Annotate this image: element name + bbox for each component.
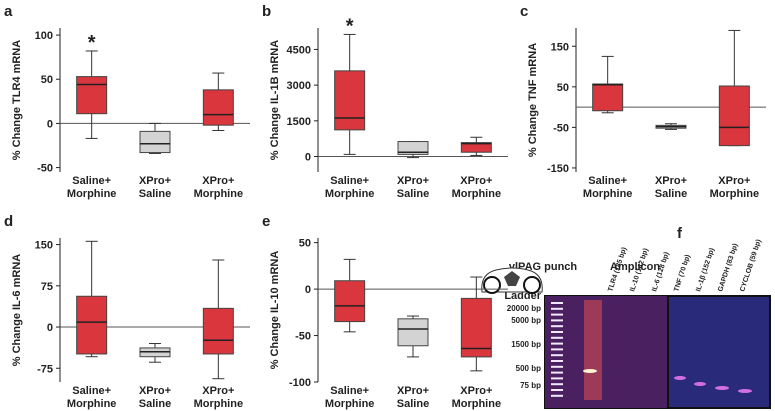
y-tick-label: 150 — [35, 240, 53, 252]
ladder-band — [551, 319, 563, 322]
ladder-band — [551, 342, 563, 345]
box — [202, 307, 234, 355]
ladder-band — [551, 348, 563, 351]
y-tick-label: 4500 — [287, 44, 311, 56]
box — [460, 142, 492, 153]
bp-label: 20000 bp — [507, 304, 541, 313]
x-tick-label: XPro+ Morphine — [194, 385, 244, 410]
box — [460, 297, 492, 358]
amplicon-label: Amplicon — [610, 261, 660, 273]
y-axis-label: % Change IL-6 mRNA — [11, 254, 23, 367]
panel-letter: a — [4, 3, 13, 20]
lane-label: IL-1β (152 bp) — [695, 247, 716, 292]
y-tick-label: -50 — [295, 331, 311, 343]
y-tick-label: -75 — [37, 363, 53, 375]
significance: * — [346, 15, 354, 37]
box — [202, 89, 234, 126]
box — [76, 295, 108, 355]
significance: * — [88, 32, 96, 54]
x-tick-label: XPro+ Saline — [397, 175, 429, 200]
ladder-band — [551, 360, 563, 362]
ladder-band — [551, 331, 563, 333]
y-axis-label: % Change IL-10 mRNA — [269, 251, 281, 370]
y-tick-label: 75 — [41, 281, 53, 293]
ladder-band — [551, 302, 563, 304]
panel-letter: d — [4, 213, 13, 230]
y-tick-label: 50 — [299, 238, 311, 250]
y-tick-label: 0 — [305, 284, 311, 296]
box — [76, 76, 108, 115]
box — [397, 141, 429, 155]
x-tick-label: Saline+ Morphine — [67, 175, 117, 200]
y-tick-label: 0 — [305, 152, 311, 164]
box — [334, 70, 366, 131]
x-tick-label: Saline+ Morphine — [67, 385, 117, 410]
lane-label: GAPDH (83 bp) — [717, 243, 739, 293]
y-axis-label: % Change TLR4 mRNA — [11, 40, 23, 160]
box — [139, 130, 171, 154]
x-tick-label: XPro+ Morphine — [452, 175, 502, 200]
y-axis-label: % Change TNF mRNA — [527, 43, 539, 157]
ladder-band — [551, 383, 563, 386]
x-tick-label: XPro+ Saline — [139, 175, 171, 200]
ladder-band — [551, 365, 563, 368]
ladder-bands — [551, 302, 563, 397]
y-tick-label: 50 — [557, 82, 569, 94]
panel-letter: f — [677, 225, 683, 242]
box — [592, 83, 624, 112]
ladder-band — [551, 371, 563, 374]
ladder-band — [551, 354, 563, 357]
bp-label: 5000 bp — [511, 316, 541, 325]
y-axis-label: % Change IL-1B mRNA — [269, 40, 281, 160]
y-tick-label: 50 — [41, 74, 53, 86]
x-tick-label: Saline+ Morphine — [325, 385, 375, 410]
ladder-band — [551, 336, 563, 339]
box — [718, 85, 750, 147]
brain-icon — [481, 267, 543, 294]
x-tick-label: XPro+ Morphine — [452, 385, 502, 410]
lane-label: CYCLOB (59 bp) — [739, 239, 762, 293]
bp-label: 500 bp — [516, 364, 541, 373]
y-tick-label: 0 — [47, 118, 53, 130]
x-tick-label: Saline+ Morphine — [583, 175, 633, 200]
lane-label: TNF (70 bp) — [673, 254, 692, 293]
x-tick-label: Saline+ Morphine — [325, 175, 375, 200]
x-tick-label: XPro+ Saline — [397, 385, 429, 410]
y-tick-label: 3000 — [287, 80, 311, 92]
y-tick-label: 100 — [35, 30, 53, 42]
x-tick-label: XPro+ Saline — [655, 175, 687, 200]
panel-letter: b — [262, 3, 271, 20]
bp-label: 75 bp — [520, 381, 541, 390]
panel-letter: e — [262, 213, 270, 230]
x-tick-label: XPro+ Saline — [139, 385, 171, 410]
y-tick-label: -150 — [547, 163, 569, 175]
y-tick-label: -100 — [289, 377, 311, 389]
box — [334, 280, 366, 323]
ladder-band — [551, 377, 563, 380]
y-tick-label: 150 — [551, 41, 569, 53]
ladder-band — [551, 307, 563, 310]
x-tick-label: XPro+ Morphine — [710, 175, 760, 200]
y-tick-label: -50 — [553, 122, 569, 134]
panel-letter: c — [520, 3, 528, 20]
y-tick-label: 1500 — [287, 116, 311, 128]
ladder-band — [551, 325, 563, 328]
box — [397, 318, 429, 347]
gel-panel: f vlPAG punch Amplicon Ladder 20000 bp50… — [481, 225, 771, 409]
x-tick-label: XPro+ Morphine — [194, 175, 244, 200]
y-tick-label: 0 — [47, 322, 53, 334]
ladder-band — [551, 389, 563, 391]
bp-label: 1500 bp — [511, 340, 541, 349]
y-tick-label: -50 — [37, 163, 53, 175]
ladder-band — [551, 394, 563, 397]
ladder-band — [551, 313, 563, 316]
